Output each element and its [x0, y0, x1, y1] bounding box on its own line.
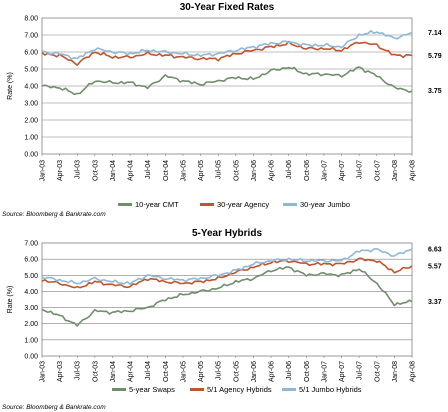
x-tick-label: Jan-04 — [110, 160, 117, 182]
end-value-label: 3.37 — [428, 299, 442, 306]
end-value-label: 5.57 — [428, 264, 442, 271]
y-tick-label: 0.00 — [24, 354, 38, 361]
x-tick-label: Apr-06 — [269, 160, 276, 181]
x-tick-label: Jan-08 — [392, 361, 399, 383]
x-tick-label: Apr-08 — [410, 361, 417, 382]
x-tick-label: Apr-03 — [57, 160, 64, 181]
x-tick-label: Oct-03 — [92, 361, 99, 382]
x-tick-label: Apr-05 — [198, 160, 205, 181]
y-tick-label: 6.00 — [24, 257, 38, 264]
series-line-1 — [41, 66, 413, 96]
end-value-label: 3.75 — [428, 88, 442, 95]
chart-title: 30-Year Fixed Rates — [180, 2, 275, 13]
x-tick-label: Jul-06 — [286, 361, 293, 380]
legend-entry: 10-year CMT — [135, 200, 179, 209]
series-line-3 — [41, 247, 413, 285]
x-tick-label: Jan-05 — [180, 361, 187, 383]
y-tick-label: 4.00 — [24, 289, 38, 296]
x-tick-label: Jan-03 — [40, 160, 47, 182]
legend-entry: 30-year Jumbo — [300, 200, 350, 209]
x-tick-label: Oct-04 — [163, 361, 170, 382]
y-tick-label: 6.00 — [24, 50, 38, 57]
source-note: Source: Bloomberg & Bankrate.com — [2, 404, 106, 411]
x-tick-label: Jul-05 — [216, 160, 223, 179]
x-tick-label: Oct-07 — [374, 361, 381, 382]
y-tick-label: 2.00 — [24, 118, 38, 125]
legend-entry: 5-year Swaps — [129, 385, 175, 394]
y-tick-label: 2.00 — [24, 321, 38, 328]
y-tick-label: 4.00 — [24, 84, 38, 91]
series-line-3 — [41, 29, 413, 60]
series-line-2 — [41, 257, 413, 289]
x-tick-label: Apr-07 — [339, 160, 346, 181]
legend-entry: 5/1 Jumbo Hybrids — [299, 385, 362, 394]
y-tick-label: 0.00 — [24, 152, 38, 159]
end-value-label: 7.14 — [428, 30, 442, 37]
x-tick-label: Apr-08 — [410, 160, 417, 181]
y-tick-label: 8.00 — [24, 16, 38, 23]
x-tick-label: Oct-04 — [163, 160, 170, 181]
x-tick-label: Apr-07 — [339, 361, 346, 382]
x-tick-label: Apr-05 — [198, 361, 205, 382]
legend-entry: 5/1 Agency Hybrids — [207, 385, 272, 394]
x-tick-label: Jan-07 — [321, 361, 328, 383]
x-tick-label: Jan-06 — [251, 361, 258, 383]
x-tick-label: Apr-04 — [128, 361, 135, 382]
y-tick-label: 5.00 — [24, 273, 38, 280]
x-tick-label: Jul-03 — [75, 160, 82, 179]
x-tick-label: Jul-03 — [75, 361, 82, 380]
x-tick-label: Oct-05 — [233, 361, 240, 382]
x-tick-label: Jan-05 — [180, 160, 187, 182]
x-tick-label: Jan-07 — [321, 160, 328, 182]
x-tick-label: Jul-07 — [357, 160, 364, 179]
x-tick-label: Jan-08 — [392, 160, 399, 182]
y-tick-label: 5.00 — [24, 67, 38, 74]
x-tick-label: Oct-06 — [304, 361, 311, 382]
y-tick-label: 1.00 — [24, 337, 38, 344]
x-tick-label: Jul-07 — [357, 361, 364, 380]
x-tick-label: Jan-06 — [251, 160, 258, 182]
source-note: Source: Bloomberg & Bankrate.com — [2, 211, 106, 218]
y-tick-label: 7.00 — [24, 241, 38, 248]
y-tick-label: 3.00 — [24, 101, 38, 108]
x-tick-label: Jan-04 — [110, 361, 117, 383]
x-tick-label: Apr-03 — [57, 361, 64, 382]
x-tick-label: Oct-06 — [304, 160, 311, 181]
chart-1: 30-Year Fixed Rates 0.00 1.00 2.00 3.00 4.00 5… — [2, 2, 442, 218]
y-tick-label: 7.00 — [24, 33, 38, 40]
y-axis-label: Rate (%) — [7, 286, 14, 314]
end-value-label: 6.63 — [428, 246, 442, 253]
series-line-1 — [41, 266, 413, 327]
y-tick-label: 3.00 — [24, 305, 38, 312]
end-value-label: 5.79 — [428, 53, 442, 60]
x-tick-label: Oct-03 — [92, 160, 99, 181]
x-tick-label: Oct-07 — [374, 160, 381, 181]
x-tick-label: Jul-04 — [145, 160, 152, 179]
x-tick-label: Jul-05 — [216, 361, 223, 380]
chart-title: 5-Year Hybrids — [192, 228, 262, 239]
x-tick-label: Apr-06 — [269, 361, 276, 382]
y-tick-label: 1.00 — [24, 135, 38, 142]
x-tick-label: Jul-06 — [286, 160, 293, 179]
x-tick-label: Apr-04 — [128, 160, 135, 181]
chart-2: 5-Year Hybrids 0.00 1.00 2.00 3.00 4.00 5.00 6.… — [2, 228, 442, 411]
x-tick-label: Jul-04 — [145, 361, 152, 380]
y-axis-label: Rate (%) — [7, 72, 14, 100]
x-tick-label: Oct-05 — [233, 160, 240, 181]
x-tick-label: Jan-03 — [40, 361, 47, 383]
series-line-2 — [41, 40, 413, 66]
legend-entry: 30-year Agency — [217, 200, 269, 209]
